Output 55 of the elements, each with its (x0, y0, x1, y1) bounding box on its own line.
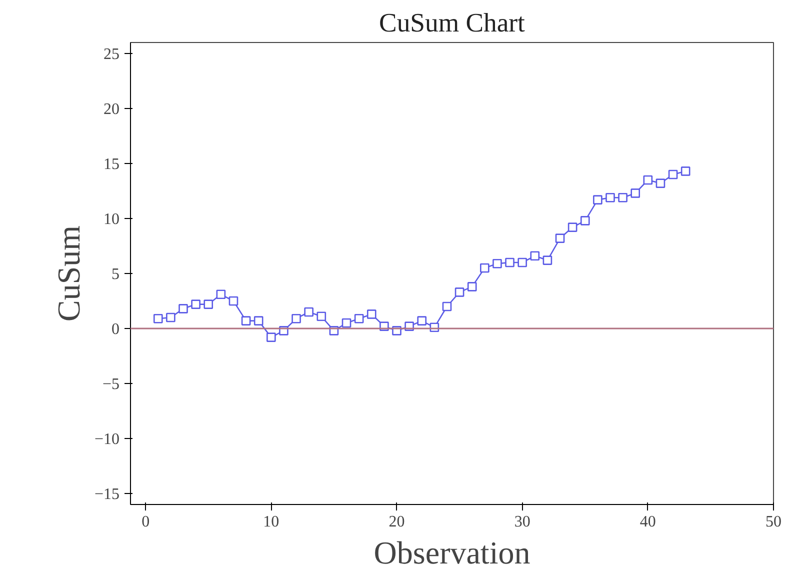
point (643, 175, 653, 185)
point (518, 258, 527, 268)
point (166, 312, 176, 322)
point (316, 312, 326, 322)
point (606, 192, 615, 202)
point (191, 300, 200, 309)
x-tick-label: 10 (263, 514, 280, 530)
y-tick-label: 20 (104, 101, 120, 118)
y-tick-label: −5 (102, 376, 120, 393)
point (366, 310, 376, 319)
point (505, 258, 514, 268)
point (530, 251, 540, 261)
point (618, 192, 628, 202)
point (555, 234, 565, 243)
point (480, 263, 490, 273)
point (580, 216, 590, 226)
point (630, 188, 640, 198)
point (656, 178, 666, 188)
point (204, 300, 214, 309)
point (304, 307, 314, 317)
point (228, 296, 238, 306)
y-tick-label: 10 (104, 211, 120, 228)
y-tick-label: 15 (104, 156, 120, 173)
point (354, 314, 364, 324)
point (593, 195, 602, 204)
point (216, 290, 226, 300)
y-tick-label: 5 (112, 266, 120, 283)
x-tick-label: 50 (766, 514, 782, 530)
point (668, 170, 678, 180)
point (292, 314, 301, 324)
x-tick-label: 0 (142, 514, 150, 530)
y-tick-label: −15 (94, 486, 120, 503)
point (467, 282, 477, 292)
y-axis-title: CuSum (50, 225, 86, 322)
chart-title: CuSum Chart (379, 8, 526, 38)
point (153, 314, 163, 324)
point (542, 256, 552, 265)
x-tick-label: 20 (388, 514, 405, 530)
y-tick-label: 0 (112, 321, 120, 338)
x-axis-title: Observation (374, 534, 530, 570)
point (254, 316, 264, 326)
x-tick-label: 30 (514, 514, 530, 530)
point (442, 302, 452, 312)
point (342, 318, 352, 328)
point (492, 258, 502, 268)
x-tick-label: 40 (640, 514, 656, 530)
point (178, 304, 188, 314)
point (241, 316, 251, 326)
point (680, 166, 690, 176)
y-tick-label: 25 (104, 46, 120, 63)
point (454, 288, 464, 297)
y-tick-label: −10 (94, 431, 120, 448)
point (417, 316, 427, 326)
point (266, 332, 276, 342)
point (568, 222, 578, 232)
